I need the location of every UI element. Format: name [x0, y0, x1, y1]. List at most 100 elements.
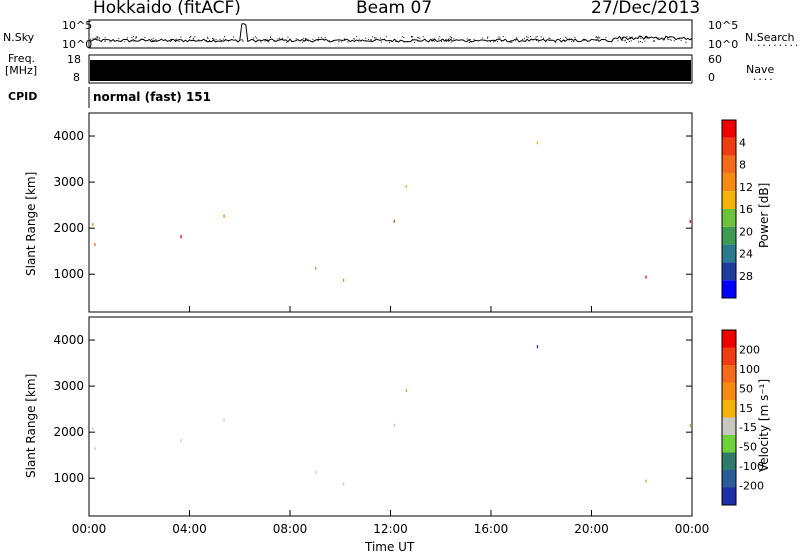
- noise-dot: [629, 36, 631, 38]
- noise-dot: [652, 40, 654, 42]
- noise-dot: [341, 41, 343, 43]
- noise-dot: [498, 36, 500, 38]
- noise-dot: [156, 40, 158, 42]
- velocity-echo: [223, 418, 225, 422]
- noise-dot: [523, 38, 525, 40]
- velocity-echo: [342, 482, 345, 486]
- velocity-echo: [94, 447, 96, 451]
- frequency-band: [90, 60, 691, 81]
- noise-dot: [473, 38, 475, 40]
- noise-dot: [287, 36, 289, 38]
- noise-dot: [375, 37, 377, 39]
- noise-dot: [302, 41, 304, 43]
- colorbar-tick-label: 28: [739, 270, 753, 283]
- noise-dot: [358, 38, 360, 40]
- noise-dot: [595, 36, 597, 38]
- noise-dot: [639, 41, 641, 42]
- noise-dot: [502, 36, 504, 38]
- noise-dot: [680, 39, 682, 41]
- noise-dot: [622, 38, 624, 40]
- beam-title: Beam 07: [356, 0, 433, 18]
- nsky-label: N.Sky: [3, 31, 35, 44]
- colorbar-segment: [722, 435, 736, 453]
- noise-dot: [135, 37, 137, 39]
- noise-dot: [104, 37, 106, 39]
- nsearch-dots: ........: [756, 39, 800, 49]
- power-echo: [405, 185, 407, 188]
- colorbar-tick-label: 100: [739, 363, 760, 376]
- x-tick-label: 16:00: [474, 522, 509, 536]
- noise-dot: [493, 41, 494, 43]
- nsearch-label: N.Search: [745, 31, 795, 44]
- nave-label: Nave: [746, 63, 775, 76]
- noise-dot: [450, 41, 452, 43]
- noise-dot: [364, 40, 366, 42]
- colorbar-segment: [722, 487, 736, 505]
- noise-dot: [630, 40, 632, 42]
- power-echo: [223, 214, 225, 218]
- noise-dot: [445, 39, 447, 41]
- noise-dot: [277, 38, 279, 40]
- colorbar-segment: [722, 209, 736, 227]
- freq-right-tick-top: 60: [708, 53, 722, 66]
- cpid-text: normal (fast) 151: [93, 90, 211, 104]
- noise-dot: [583, 39, 585, 41]
- noise-dot: [348, 40, 350, 42]
- noise-dot: [438, 38, 440, 40]
- noise-dot: [131, 36, 133, 38]
- noise-dot: [511, 41, 513, 43]
- noise-dot: [559, 37, 561, 39]
- noise-dot: [207, 36, 209, 38]
- velocity-echo: [315, 470, 317, 474]
- noise-dot: [344, 39, 346, 41]
- noise-dot: [395, 41, 397, 42]
- noise-left-tick-bottom: 10^0: [62, 38, 93, 51]
- noise-dot: [422, 36, 424, 38]
- noise-dot: [645, 37, 647, 39]
- noise-dot: [151, 39, 153, 41]
- noise-dot: [410, 36, 412, 37]
- noise-dot: [449, 36, 451, 38]
- noise-dot: [140, 39, 142, 41]
- noise-dot: [673, 40, 675, 42]
- noise-dot: [94, 37, 96, 39]
- noise-dot: [564, 40, 566, 42]
- time-xlabel: Time UT: [365, 540, 415, 554]
- noise-dot: [498, 38, 500, 40]
- noise-dot: [206, 40, 208, 41]
- colorbar-tick-label: -50: [739, 441, 757, 454]
- noise-dot: [286, 41, 288, 43]
- noise-dot: [180, 36, 182, 38]
- colorbar-tick-label: 50: [739, 382, 753, 395]
- noise-dot: [678, 38, 680, 40]
- noise-dot: [318, 37, 320, 39]
- noise-dot: [260, 41, 262, 43]
- noise-dot: [207, 38, 209, 40]
- noise-dot: [487, 40, 489, 42]
- noise-dot: [573, 41, 575, 42]
- colorbar-segment: [722, 137, 736, 156]
- x-tick-label: 04:00: [172, 522, 207, 536]
- power-echo: [180, 235, 182, 239]
- noise-dot: [124, 41, 126, 43]
- noise-dot: [317, 39, 319, 41]
- noise-dot: [169, 41, 171, 42]
- noise-dot: [621, 37, 623, 38]
- noise-dot: [370, 38, 372, 40]
- noise-dot: [273, 40, 275, 42]
- noise-dot: [192, 40, 194, 42]
- noise-dot: [490, 41, 491, 43]
- noise-dot: [390, 40, 392, 42]
- noise-dot: [648, 37, 650, 39]
- colorbar-segment: [722, 330, 736, 348]
- colorbar-segment: [722, 226, 736, 245]
- freq-unit-label: [MHz]: [5, 64, 38, 77]
- freq-right-tick-bottom: 0: [708, 71, 715, 84]
- power-echo: [536, 141, 539, 145]
- noise-dot: [418, 37, 420, 39]
- freq-left-tick-top: 18: [67, 53, 81, 66]
- noise-dot: [121, 40, 123, 42]
- noise-dot: [374, 39, 376, 41]
- noise-dot: [90, 38, 92, 40]
